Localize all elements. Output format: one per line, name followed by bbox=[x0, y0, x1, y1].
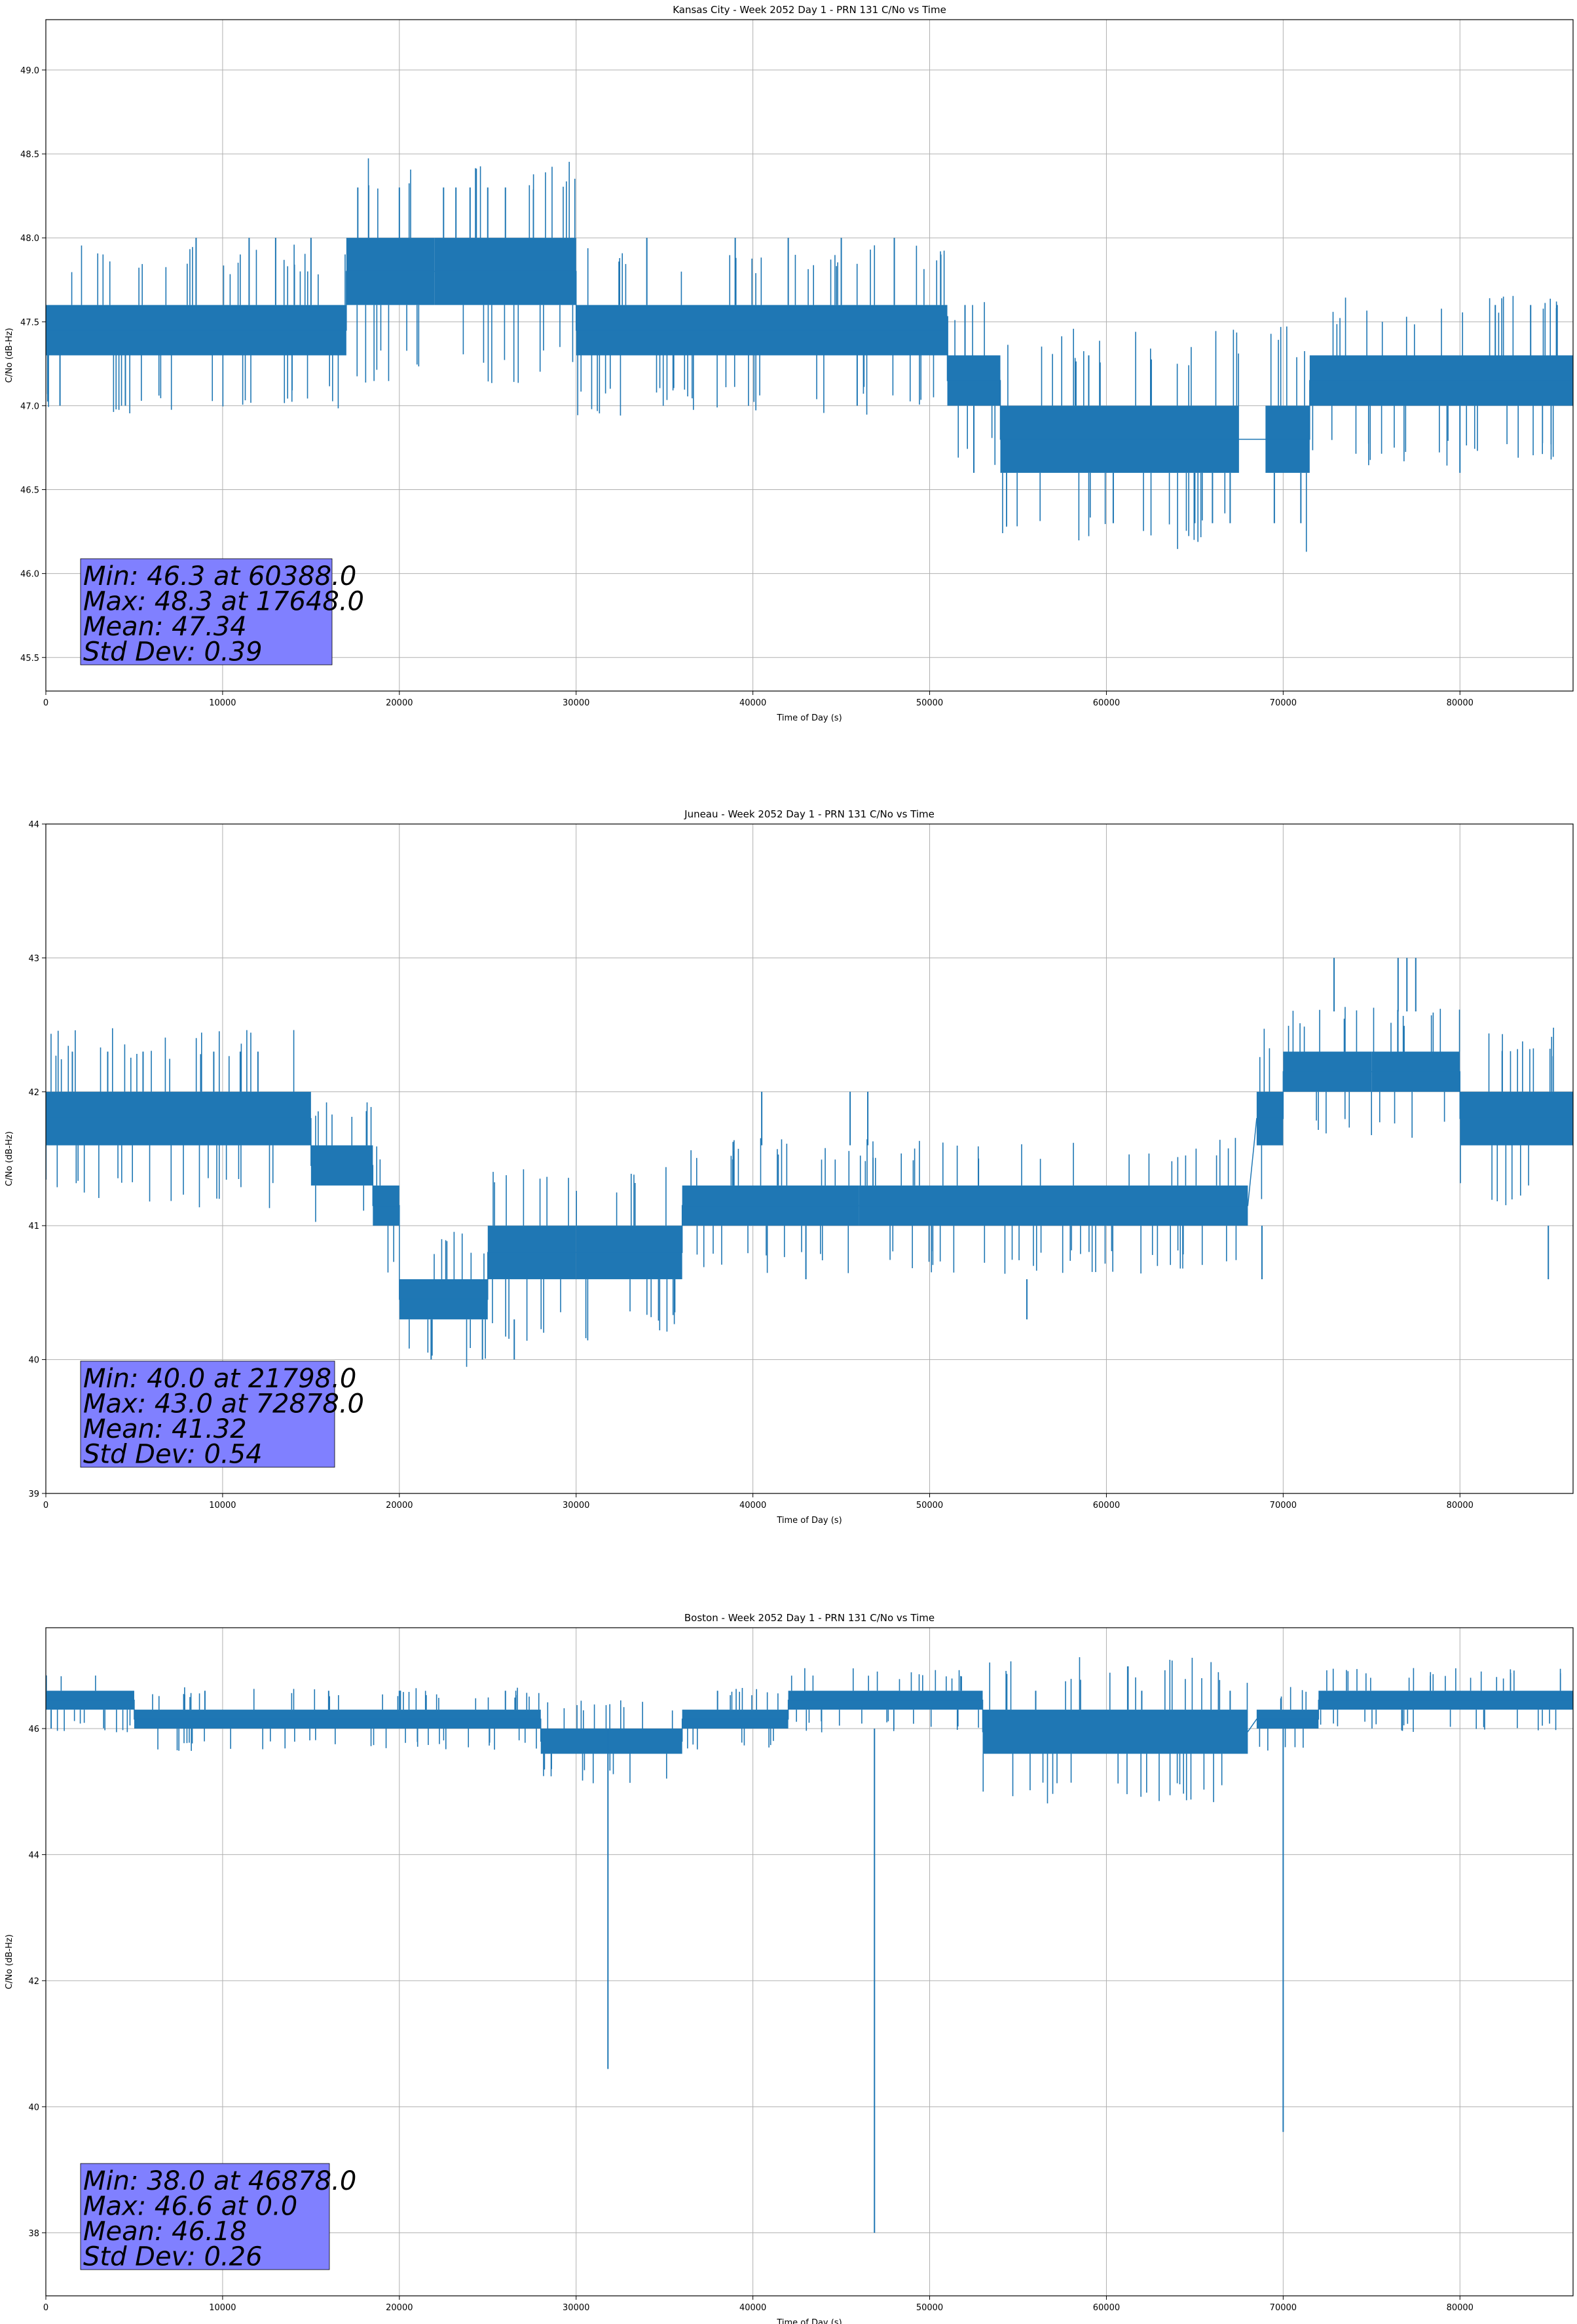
juneau-trace bbox=[46, 1071, 1573, 1300]
boston-xtick-label: 40000 bbox=[739, 2303, 766, 2313]
boston-series bbox=[46, 1657, 1573, 2233]
boston-stat-line: Mean: 46.18 bbox=[83, 2217, 247, 2247]
juneau-xtick-label: 80000 bbox=[1447, 1501, 1474, 1510]
boston-ytick-label: 38 bbox=[28, 2229, 39, 2239]
boston-stat-line: Min: 38.0 at 46878.0 bbox=[83, 2166, 356, 2196]
juneau-ytick-label: 44 bbox=[28, 820, 39, 830]
juneau-xtick-label: 10000 bbox=[209, 1501, 236, 1510]
kansas-city-xtick-label: 0 bbox=[43, 698, 48, 708]
juneau-xtick-label: 50000 bbox=[916, 1501, 943, 1510]
boston-stat-line: Max: 46.6 at 0.0 bbox=[83, 2192, 297, 2222]
juneau-xtick-label: 40000 bbox=[739, 1501, 766, 1510]
kansas-city-stat-line: Std Dev: 0.39 bbox=[83, 637, 263, 667]
boston-xtick-label: 30000 bbox=[563, 2303, 589, 2313]
boston-ylabel: C/No (dB-Hz) bbox=[5, 1934, 14, 1989]
kansas-city-ytick-label: 46.5 bbox=[20, 486, 39, 496]
boston-xtick-label: 80000 bbox=[1447, 2303, 1474, 2313]
juneau-ytick-label: 39 bbox=[28, 1490, 39, 1499]
boston-xtick-label: 20000 bbox=[386, 2303, 413, 2313]
kansas-city-ytick-label: 49.0 bbox=[20, 66, 39, 76]
kansas-city-series bbox=[46, 158, 1573, 552]
kansas-city-trace bbox=[46, 271, 1573, 440]
boston-ytick-label: 40 bbox=[28, 2103, 39, 2112]
kansas-city-stat-line: Max: 48.3 at 17648.0 bbox=[83, 587, 364, 617]
juneau-stat-line: Mean: 41.32 bbox=[83, 1414, 247, 1444]
juneau-stats-box bbox=[80, 1360, 335, 1468]
boston-trace bbox=[46, 1699, 1573, 1742]
juneau-stat-line: Max: 43.0 at 72878.0 bbox=[83, 1389, 364, 1419]
kansas-city-stats-box bbox=[80, 558, 333, 665]
kansas-city-axes-frame bbox=[45, 19, 1574, 692]
juneau-xlabel: Time of Day (s) bbox=[776, 1516, 842, 1526]
boston-xtick-label: 60000 bbox=[1093, 2303, 1120, 2313]
boston-stats-box bbox=[80, 2163, 330, 2270]
boston-xtick-label: 70000 bbox=[1270, 2303, 1297, 2313]
kansas-city-xtick-label: 20000 bbox=[386, 698, 413, 708]
juneau-stat-line: Std Dev: 0.54 bbox=[83, 1440, 263, 1470]
boston-xlabel: Time of Day (s) bbox=[776, 2318, 842, 2324]
kansas-city-ytick-label: 47.5 bbox=[20, 318, 39, 328]
kansas-city-xtick-label: 60000 bbox=[1093, 698, 1120, 708]
boston-ytick-label: 46 bbox=[28, 1725, 39, 1734]
boston-ytick-label: 42 bbox=[28, 1977, 39, 1987]
kansas-city-xtick-label: 70000 bbox=[1270, 698, 1297, 708]
boston-ytick-label: 44 bbox=[28, 1850, 39, 1860]
kansas-city-xtick-label: 10000 bbox=[209, 698, 236, 708]
juneau-xtick-label: 60000 bbox=[1093, 1501, 1120, 1510]
boston-xtick-label: 50000 bbox=[916, 2303, 943, 2313]
kansas-city-xtick-label: 50000 bbox=[916, 698, 943, 708]
kansas-city-xtick-label: 30000 bbox=[563, 698, 589, 708]
juneau-xtick-label: 70000 bbox=[1270, 1501, 1297, 1510]
kansas-city-stat-line: Min: 46.3 at 60388.0 bbox=[83, 561, 356, 591]
juneau-ytick-label: 42 bbox=[28, 1088, 39, 1098]
kansas-city-chart: Kansas City - Week 2052 Day 1 - PRN 131 … bbox=[5, 4, 1574, 723]
juneau-chart: Juneau - Week 2052 Day 1 - PRN 131 C/No … bbox=[5, 808, 1574, 1526]
kansas-city-stat-line: Mean: 47.34 bbox=[83, 612, 247, 642]
juneau-ytick-label: 40 bbox=[28, 1356, 39, 1366]
kansas-city-ytick-label: 48.0 bbox=[20, 234, 39, 244]
boston-chart: Boston - Week 2052 Day 1 - PRN 131 C/No … bbox=[5, 1612, 1574, 2324]
juneau-stat-line: Min: 40.0 at 21798.0 bbox=[83, 1364, 356, 1394]
kansas-city-ytick-label: 48.5 bbox=[20, 150, 39, 160]
juneau-xtick-label: 20000 bbox=[386, 1501, 413, 1510]
kansas-city-title: Kansas City - Week 2052 Day 1 - PRN 131 … bbox=[673, 4, 946, 16]
boston-stat-line: Std Dev: 0.26 bbox=[83, 2242, 263, 2272]
juneau-ytick-label: 43 bbox=[28, 954, 39, 964]
boston-xtick-label: 0 bbox=[43, 2303, 48, 2313]
juneau-xtick-label: 30000 bbox=[563, 1501, 589, 1510]
juneau-ytick-label: 41 bbox=[28, 1222, 39, 1231]
boston-title: Boston - Week 2052 Day 1 - PRN 131 C/No … bbox=[684, 1612, 935, 1624]
kansas-city-ytick-label: 47.0 bbox=[20, 402, 39, 411]
kansas-city-xtick-label: 40000 bbox=[739, 698, 766, 708]
kansas-city-xlabel: Time of Day (s) bbox=[776, 713, 842, 723]
kansas-city-ytick-label: 45.5 bbox=[20, 654, 39, 664]
juneau-series bbox=[46, 958, 1573, 1367]
kansas-city-ytick-label: 46.0 bbox=[20, 570, 39, 580]
boston-axes-frame bbox=[45, 1627, 1574, 2296]
boston-xtick-label: 10000 bbox=[209, 2303, 236, 2313]
juneau-axes-frame bbox=[45, 823, 1574, 1494]
kansas-city-ylabel: C/No (dB-Hz) bbox=[5, 328, 14, 383]
kansas-city-xtick-label: 80000 bbox=[1447, 698, 1474, 708]
juneau-title: Juneau - Week 2052 Day 1 - PRN 131 C/No … bbox=[684, 808, 935, 820]
juneau-ylabel: C/No (dB-Hz) bbox=[5, 1131, 14, 1186]
juneau-xtick-label: 0 bbox=[43, 1501, 48, 1510]
